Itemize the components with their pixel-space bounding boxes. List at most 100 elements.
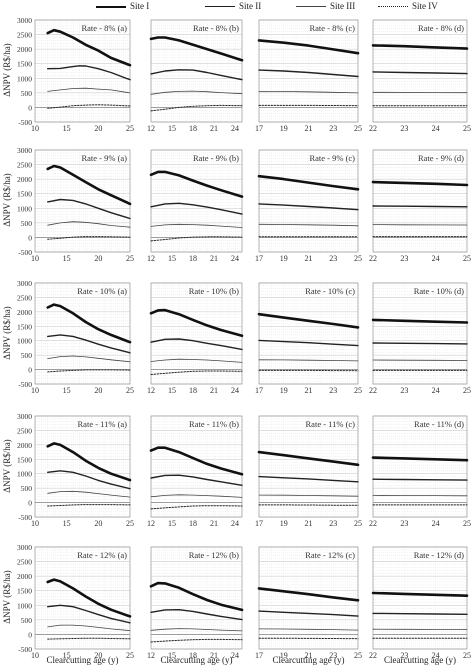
y-tick-label: 2500 bbox=[17, 161, 32, 170]
y-tick-label: 1500 bbox=[17, 322, 32, 331]
panel-title: Rate - 11% (a) bbox=[78, 419, 128, 429]
series-line-site-i bbox=[371, 180, 469, 187]
x-tick-label: 12 bbox=[147, 386, 155, 395]
legend-label: Site III bbox=[330, 1, 356, 11]
x-tick-label: 24 bbox=[432, 519, 440, 528]
x-tick-label: 12 bbox=[147, 254, 155, 263]
x-tick-label: 20 bbox=[94, 386, 102, 395]
series-line-site-ii bbox=[372, 342, 468, 345]
series-line-site-iii bbox=[47, 355, 131, 363]
series-line-site-i bbox=[149, 581, 244, 612]
x-tick-label: 25 bbox=[126, 124, 134, 133]
series-line-site-iii bbox=[150, 628, 243, 632]
panel-title: Rate - 10% (b) bbox=[189, 286, 239, 296]
x-axis-label: Clearcutting age (y) bbox=[160, 655, 233, 665]
series-line-site-iv bbox=[150, 505, 243, 510]
x-tick-label: 12 bbox=[147, 519, 155, 528]
y-tick-label: 1000 bbox=[17, 74, 32, 83]
panel-frame bbox=[34, 282, 131, 385]
panel-5-b: 12 15 18 21 24 Rate - 12% (b) bbox=[147, 546, 244, 660]
series-line-site-i bbox=[149, 170, 244, 198]
x-tick-label: 20 bbox=[94, 124, 102, 133]
series-line-site-iii bbox=[258, 223, 359, 227]
x-tick-label: 21 bbox=[210, 519, 218, 528]
x-tick-label: 21 bbox=[210, 651, 218, 660]
x-tick-label: 18 bbox=[189, 124, 197, 133]
y-tick-label: -500 bbox=[18, 248, 32, 257]
x-tick-label: 18 bbox=[189, 386, 197, 395]
series-line-site-iv bbox=[150, 236, 243, 242]
y-tick-label: 1500 bbox=[17, 60, 32, 69]
x-tick-label: 10 bbox=[31, 651, 39, 660]
x-tick-label: 15 bbox=[63, 519, 71, 528]
panel-frame bbox=[34, 19, 131, 123]
x-tick-label: 22 bbox=[369, 254, 377, 263]
x-tick-label: 20 bbox=[94, 519, 102, 528]
y-tick-label: 1500 bbox=[17, 455, 32, 464]
series-line-site-iii bbox=[150, 223, 243, 228]
panel-title: Rate - 8% (b) bbox=[193, 23, 239, 33]
series-line-site-ii bbox=[258, 69, 359, 78]
panel-4-d: 22 23 24 25 Rate - 11% (d) bbox=[369, 415, 471, 528]
y-tick-label: 500 bbox=[21, 484, 33, 493]
series-line-site-ii bbox=[150, 338, 243, 351]
legend-label: Site IV bbox=[412, 1, 438, 11]
panel-5-c: 17 19 21 23 25 Rate - 12% (c) bbox=[255, 546, 362, 660]
x-tick-label: 21 bbox=[305, 254, 313, 263]
x-tick-label: 15 bbox=[168, 254, 176, 263]
y-tick-label: 500 bbox=[21, 219, 33, 228]
y-tick-label: 1500 bbox=[17, 190, 32, 199]
series-line-site-i bbox=[257, 587, 360, 602]
x-tick-label: 25 bbox=[126, 386, 134, 395]
panel-1-d: 22 23 24 25 Rate - 8% (d) bbox=[369, 19, 471, 133]
series-line-site-iv bbox=[150, 104, 243, 112]
series-line-site-ii bbox=[47, 604, 131, 624]
panel-frame bbox=[150, 19, 243, 123]
series-line-site-ii bbox=[258, 610, 359, 617]
y-tick-label: 1500 bbox=[17, 587, 32, 596]
series-line-site-ii bbox=[47, 470, 131, 490]
y-tick-label: 2500 bbox=[17, 558, 32, 567]
series-line-site-iii bbox=[47, 221, 131, 228]
series-line-site-iii bbox=[150, 358, 243, 363]
x-tick-label: 19 bbox=[280, 124, 288, 133]
y-tick-label: 0 bbox=[28, 103, 32, 112]
legend-swatch bbox=[378, 6, 408, 7]
x-tick-label: 15 bbox=[168, 124, 176, 133]
x-tick-label: 15 bbox=[63, 651, 71, 660]
x-tick-label: 15 bbox=[168, 519, 176, 528]
legend-swatch bbox=[205, 6, 235, 7]
series-line-site-i bbox=[371, 456, 469, 462]
y-tick-label: 2000 bbox=[17, 572, 32, 581]
series-line-site-iii bbox=[47, 624, 131, 631]
x-tick-label: 15 bbox=[168, 386, 176, 395]
panel-title: Rate - 8% (c) bbox=[309, 23, 355, 33]
x-tick-label: 24 bbox=[432, 124, 440, 133]
x-tick-label: 24 bbox=[432, 254, 440, 263]
panel-2-d: 22 23 24 25 Rate - 9% (d) bbox=[369, 149, 471, 263]
panel-frame bbox=[372, 282, 468, 385]
panel-frame bbox=[372, 415, 468, 518]
x-tick-label: 23 bbox=[329, 124, 337, 133]
x-tick-label: 17 bbox=[255, 254, 263, 263]
series-line-site-iv bbox=[150, 638, 243, 643]
panel-title: Rate - 10% (a) bbox=[77, 286, 127, 296]
y-tick-label: -500 bbox=[18, 513, 32, 522]
x-tick-label: 20 bbox=[94, 651, 102, 660]
y-tick-label: 1000 bbox=[17, 601, 32, 610]
y-tick-label: 500 bbox=[21, 351, 33, 360]
x-tick-label: 23 bbox=[329, 254, 337, 263]
series-line-site-ii bbox=[150, 474, 243, 486]
panel-3-c: 17 19 21 23 25 Rate - 10% (c) bbox=[255, 282, 362, 395]
x-tick-label: 23 bbox=[329, 519, 337, 528]
x-tick-label: 10 bbox=[31, 519, 39, 528]
y-tick-label: 3000 bbox=[17, 146, 32, 155]
panel-title: Rate - 8% (d) bbox=[418, 23, 464, 33]
x-tick-label: 15 bbox=[63, 124, 71, 133]
series-line-site-iii bbox=[258, 628, 359, 631]
panel-3-d: 22 23 24 25 Rate - 10% (d) bbox=[369, 282, 471, 395]
series-line-site-ii bbox=[150, 609, 243, 621]
x-tick-label: 21 bbox=[305, 124, 313, 133]
series-line-site-iii bbox=[258, 494, 359, 497]
series-line-site-i bbox=[257, 450, 360, 467]
